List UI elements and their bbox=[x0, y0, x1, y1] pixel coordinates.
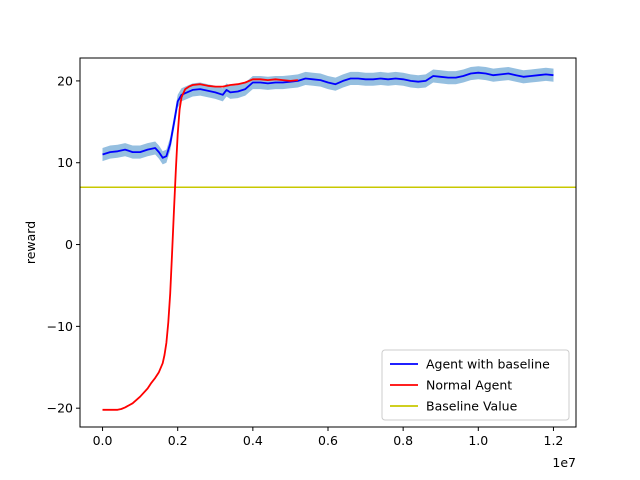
x-tick-label: 0.8 bbox=[393, 433, 413, 448]
plot-area bbox=[80, 66, 576, 411]
legend-label: Normal Agent bbox=[426, 378, 512, 393]
x-tick-label: 1.2 bbox=[544, 433, 564, 448]
series-line-0 bbox=[102, 71, 554, 159]
x-axis-offset-text: 1e7 bbox=[552, 455, 576, 470]
legend-label: Baseline Value bbox=[426, 399, 518, 414]
x-tick-label: 1.0 bbox=[468, 433, 488, 448]
y-axis-label: reward bbox=[23, 221, 38, 264]
y-tick-label: −10 bbox=[47, 319, 73, 334]
x-axis: 0.0 0.2 0.4 0.6 0.8 1.0 1.2 bbox=[93, 427, 564, 448]
y-axis: −20 −10 0 10 20 bbox=[47, 73, 80, 416]
legend-box bbox=[381, 349, 570, 421]
y-tick-label: 10 bbox=[57, 155, 73, 170]
y-tick-label: 20 bbox=[57, 73, 73, 88]
x-tick-label: 0.0 bbox=[93, 433, 113, 448]
x-tick-label: 0.6 bbox=[318, 433, 338, 448]
x-tick-label: 0.4 bbox=[243, 433, 263, 448]
y-tick-label: −20 bbox=[47, 401, 73, 416]
x-tick-label: 0.2 bbox=[168, 433, 188, 448]
y-tick-label: 0 bbox=[65, 237, 73, 252]
series-line-1 bbox=[102, 78, 298, 411]
legend-label: Agent with baseline bbox=[426, 357, 550, 372]
series-band-0 bbox=[102, 66, 554, 165]
legend: Agent with baseline Normal Agent Baseline … bbox=[381, 349, 570, 421]
